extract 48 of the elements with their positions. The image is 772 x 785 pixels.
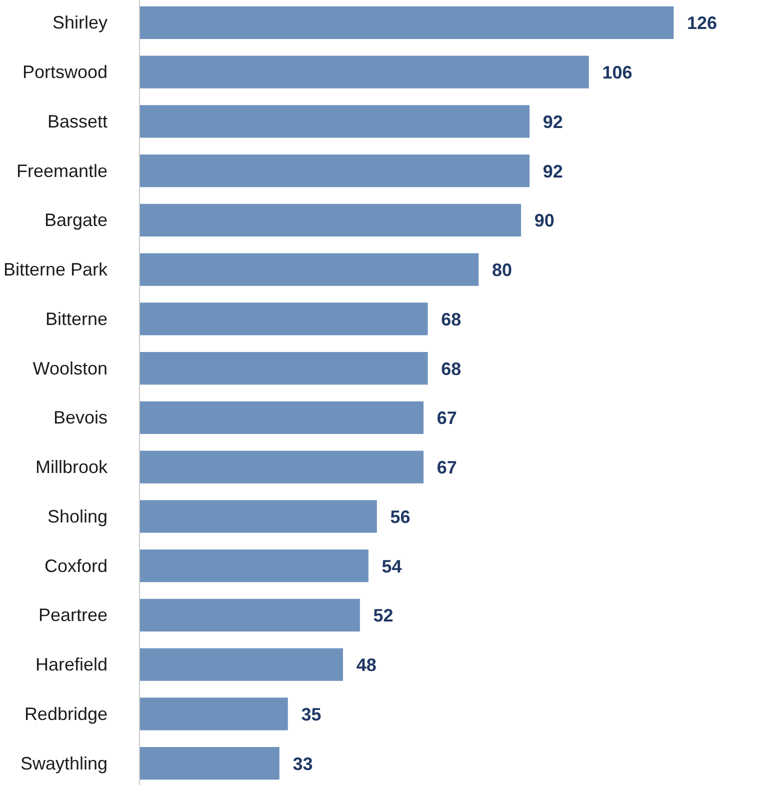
data-label: 126 [687,13,718,34]
y-tick-label: Millbrook [35,457,108,478]
data-label: 92 [542,161,563,182]
data-label: 106 [602,62,632,83]
bar [140,105,530,138]
data-label: 68 [441,358,462,379]
y-tick-label: Redbridge [24,704,108,724]
y-tick-label: Bitterne Park [3,260,108,280]
data-label: 90 [534,210,554,231]
bar [140,450,424,484]
y-tick-label: Bitterne [45,308,108,329]
y-tick-label: Shirley [52,12,108,33]
data-label: 56 [390,506,410,527]
data-label: 33 [292,754,313,774]
y-tick-label: Bassett [47,111,108,132]
bar [140,648,343,681]
data-label: 48 [356,655,376,676]
y-tick-label: Portswood [22,62,108,82]
bar [140,154,530,188]
y-tick-label: Swaythling [20,753,108,774]
bar [140,352,428,385]
y-tick-label: Harefield [35,654,108,675]
y-tick-label: Peartree [38,605,108,626]
data-label: 80 [492,260,512,280]
y-tick-label: Woolston [32,358,108,378]
bar [140,746,280,780]
data-label: 67 [436,408,457,428]
y-tick-label: Bevois [53,408,108,428]
bar [140,6,674,40]
data-label: 67 [436,458,457,478]
bar [140,56,589,88]
bar [140,253,479,286]
y-tick-label: Sholing [47,506,108,526]
bar [140,598,360,632]
y-tick-label: Freemantle [16,160,108,181]
bar [140,500,377,533]
bar [140,550,368,582]
bar [140,401,424,434]
data-label: 52 [373,606,394,626]
bar [140,698,288,730]
y-tick-label: Bargate [44,210,108,230]
data-label: 35 [301,704,322,724]
bar [140,204,522,236]
data-label: 68 [441,309,462,330]
data-label: 92 [542,112,563,132]
y-tick-label: Coxford [44,556,108,576]
data-label: 54 [382,556,402,576]
bar [140,302,428,336]
